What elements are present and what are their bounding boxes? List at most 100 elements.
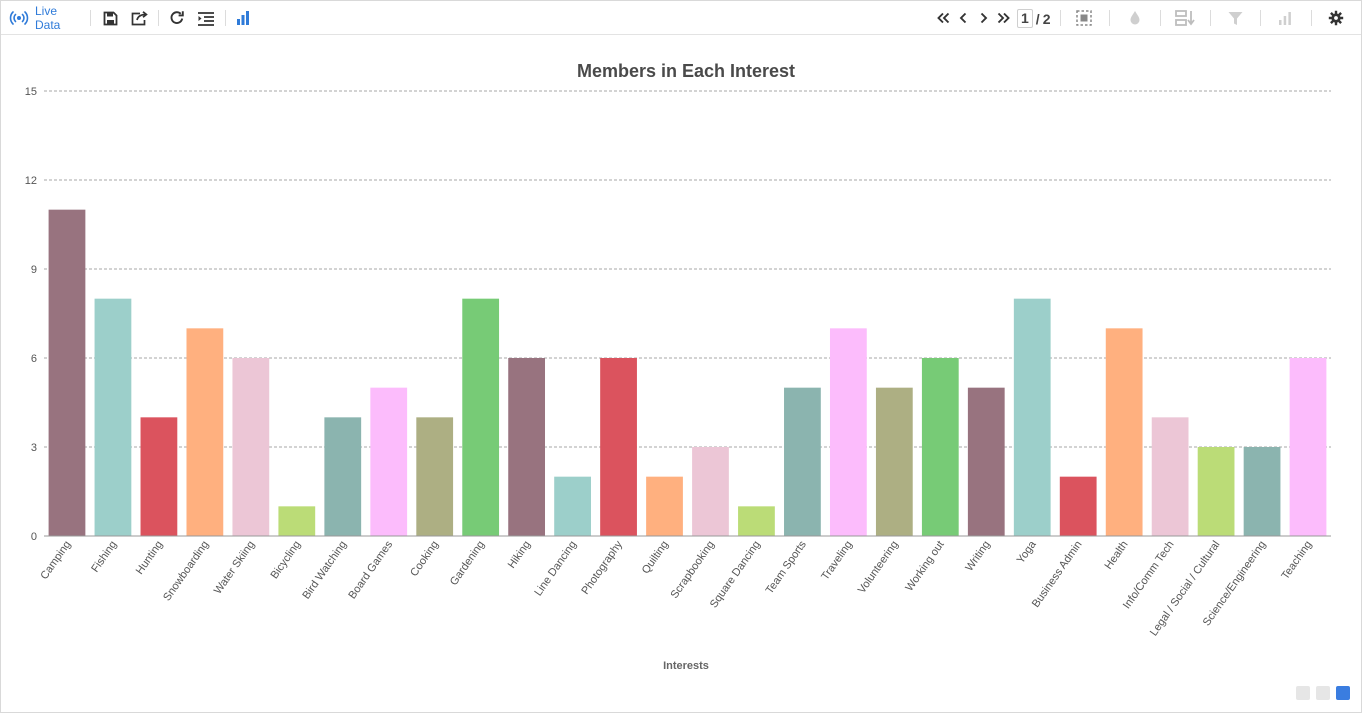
first-page-icon: [936, 12, 950, 24]
x-tick-label: Volunteering: [856, 539, 901, 596]
toolbar-divider: [225, 10, 226, 26]
bar[interactable]: [738, 506, 775, 536]
bar[interactable]: [1013, 298, 1051, 536]
bar[interactable]: [186, 328, 224, 536]
y-tick-label: 15: [25, 86, 37, 98]
bar[interactable]: [278, 506, 316, 536]
export-button[interactable]: [128, 1, 152, 35]
next-page-icon: [980, 12, 988, 24]
bar[interactable]: [1243, 447, 1281, 536]
bar[interactable]: [600, 358, 637, 536]
toolbar-divider: [1109, 10, 1110, 26]
bar[interactable]: [324, 417, 362, 536]
select-icon: [1076, 10, 1092, 26]
live-data-button[interactable]: Live Data: [9, 1, 83, 35]
current-page-input[interactable]: 1: [1017, 9, 1033, 28]
bar[interactable]: [140, 417, 178, 536]
bar[interactable]: [1151, 417, 1189, 536]
next-page-button[interactable]: [976, 1, 992, 35]
bar[interactable]: [692, 447, 729, 536]
bars: [48, 209, 1327, 536]
previous-page-icon: [959, 12, 967, 24]
bar[interactable]: [508, 358, 546, 536]
export-icon: [131, 10, 149, 26]
select-button[interactable]: [1073, 1, 1095, 35]
x-tick-label: Scrapbooking: [669, 539, 717, 601]
x-tick-label: Board Games: [346, 538, 395, 601]
bar[interactable]: [1197, 447, 1235, 536]
y-tick-label: 12: [25, 175, 37, 187]
view-switch-split[interactable]: [1316, 686, 1330, 700]
x-tick-label: Writing: [963, 539, 992, 574]
first-page-button[interactable]: [934, 1, 952, 35]
x-tick-label: Line Dancing: [532, 539, 579, 598]
sort-list-button[interactable]: [195, 1, 217, 35]
bar[interactable]: [94, 298, 132, 536]
x-tick-label: Bicycling: [269, 539, 304, 581]
settings-button[interactable]: [1325, 1, 1347, 35]
x-tick-label: Business Admin: [1030, 539, 1085, 610]
x-tick-label: Gardening: [448, 539, 487, 588]
bar[interactable]: [1105, 328, 1143, 536]
sort-list-icon: [197, 11, 215, 26]
save-button[interactable]: [99, 1, 121, 35]
y-axis-ticks: 0 3 6 9 12 15: [25, 86, 37, 543]
y-tick-label: 0: [31, 531, 37, 543]
page-separator: /: [1035, 10, 1040, 27]
live-data-icon: [9, 11, 29, 25]
x-tick-label: Snowboarding: [161, 539, 211, 604]
chart-type-button[interactable]: [233, 1, 253, 35]
stats-button[interactable]: [1274, 1, 1296, 35]
toolbar-divider: [1060, 10, 1061, 26]
bar[interactable]: [875, 387, 913, 536]
bar[interactable]: [48, 209, 86, 536]
toolbar-divider: [1210, 10, 1211, 26]
color-button[interactable]: [1124, 1, 1146, 35]
bar[interactable]: [416, 417, 454, 536]
last-page-icon: [997, 12, 1011, 24]
x-tick-label: Yoga: [1015, 538, 1039, 566]
sort-button[interactable]: [1173, 1, 1197, 35]
page-indicator: 1 / 2: [1017, 9, 1050, 28]
bar[interactable]: [967, 387, 1005, 536]
toolbar-divider: [158, 10, 159, 26]
bar[interactable]: [921, 358, 959, 536]
refresh-button[interactable]: [166, 1, 188, 35]
toolbar-divider: [1311, 10, 1312, 26]
previous-page-button[interactable]: [955, 1, 971, 35]
x-tick-label: Bird Watching: [300, 539, 349, 602]
live-data-label: Live Data: [35, 4, 61, 32]
view-switch-table[interactable]: [1296, 686, 1310, 700]
x-tick-label: Info/Comm Tech: [1121, 539, 1177, 611]
y-tick-label: 9: [31, 264, 37, 276]
sort-desc-icon: [1175, 10, 1195, 26]
bar[interactable]: [370, 387, 408, 536]
x-tick-label: Working out: [903, 539, 946, 594]
bar[interactable]: [784, 387, 821, 536]
stats-icon: [1278, 11, 1292, 25]
x-tick-label: Camping: [38, 539, 73, 582]
bar[interactable]: [829, 328, 867, 536]
toolbar-divider: [90, 10, 91, 26]
bar[interactable]: [554, 476, 591, 536]
view-switch-chart[interactable]: [1336, 686, 1350, 700]
bar-chart: Members in Each Interest 0 3 6 9 12 15 Campin…: [25, 61, 1331, 672]
last-page-button[interactable]: [995, 1, 1013, 35]
filter-button[interactable]: [1224, 1, 1246, 35]
toolbar-divider: [1160, 10, 1161, 26]
bar[interactable]: [646, 476, 683, 536]
bar-chart-icon: [236, 11, 250, 25]
bar[interactable]: [462, 298, 500, 536]
bar[interactable]: [1289, 358, 1327, 536]
refresh-icon: [169, 10, 185, 26]
save-icon: [103, 11, 118, 26]
x-tick-label: Teaching: [1279, 539, 1314, 582]
x-tick-label: Hiking: [506, 539, 533, 571]
x-tick-label: Hunting: [134, 539, 166, 577]
filter-icon: [1228, 11, 1243, 26]
x-tick-label: Square Dancing: [708, 539, 763, 611]
x-tick-label: Photography: [579, 538, 625, 596]
bar[interactable]: [232, 358, 270, 536]
bar[interactable]: [1059, 476, 1097, 536]
